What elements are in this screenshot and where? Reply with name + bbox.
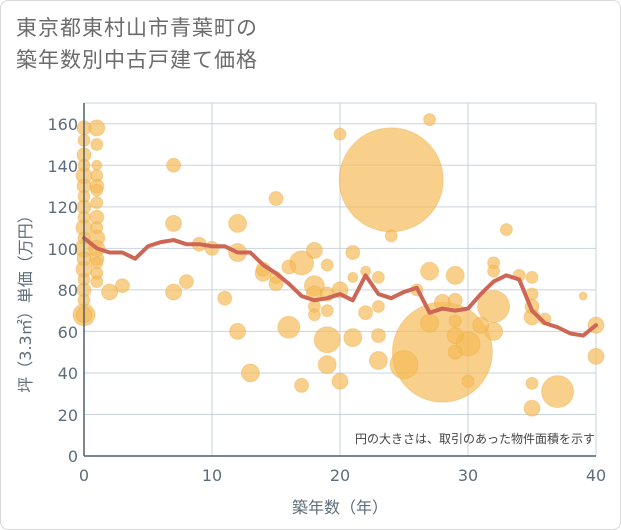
bubble-point (389, 350, 419, 380)
bubble-point (587, 347, 605, 365)
chart-title-line-2: 築年数別中古戸建て価格 (16, 48, 258, 72)
bubble-point (240, 363, 260, 383)
bubble-point (461, 374, 475, 388)
bubble-point (445, 265, 465, 285)
bubble-point (91, 159, 103, 171)
bubble-point (370, 328, 386, 344)
y-tick-label: 80 (58, 281, 78, 300)
y-tick-label: 160 (47, 115, 78, 134)
bubble-point (345, 245, 361, 261)
bubble-point (448, 314, 462, 328)
bubble-point (333, 127, 347, 141)
bubble-point (447, 292, 463, 308)
x-tick-label: 0 (79, 466, 89, 485)
y-tick-label: 100 (47, 240, 78, 259)
bubble-point (281, 259, 297, 275)
bubble-point (101, 283, 119, 301)
bubble-point (90, 169, 104, 183)
bubble-point (307, 308, 321, 322)
bubble-point (371, 299, 385, 313)
bubble-point (90, 138, 104, 152)
bubble-point (447, 344, 463, 360)
bubble-point (305, 241, 323, 259)
bubble-point (217, 290, 233, 306)
bubble-point (313, 326, 341, 354)
bubble-point (90, 275, 104, 289)
bubble-point (228, 213, 248, 233)
bubble-point (178, 274, 194, 290)
bubble-point (166, 157, 182, 173)
bubble-point (204, 240, 220, 256)
bubble-point (525, 376, 539, 390)
bubble-size-note: 円の大きさは、取引のあった物件面積を示す (355, 431, 595, 446)
bubble-point (420, 313, 440, 333)
axes (83, 103, 596, 457)
bubble-point (499, 223, 513, 237)
bubble-point (317, 355, 337, 375)
bubble-point (472, 316, 490, 334)
bubble-point (371, 270, 385, 284)
y-tick-label: 60 (58, 323, 78, 342)
x-tick-label: 10 (202, 466, 222, 485)
bubble-point (229, 322, 247, 340)
bubble-series (72, 113, 605, 417)
average-price-line (82, 235, 598, 338)
bubble-point (384, 229, 398, 243)
average-line-series (82, 235, 598, 338)
y-tick-label: 140 (47, 157, 78, 176)
bubble-point (90, 196, 104, 210)
bubble-point (420, 261, 440, 281)
bubble-point (578, 291, 588, 301)
bubble-point (487, 264, 501, 278)
chart-title-line-1: 東京都東村山市青葉町の (16, 16, 258, 40)
x-tick-label: 30 (458, 466, 478, 485)
chart-title: 東京都東村山市青葉町の 築年数別中古戸建て価格 (16, 12, 258, 76)
bubble-point (541, 375, 575, 409)
x-axis-label: 築年数（年） (292, 498, 388, 517)
x-tick-label: 40 (586, 466, 606, 485)
y-tick-label: 40 (58, 364, 78, 383)
bubble-point (320, 304, 334, 318)
bubble-point (331, 372, 349, 390)
bubble-point (165, 214, 183, 232)
bubble-point (277, 315, 301, 339)
bubble-point (446, 327, 464, 345)
bubble-point (294, 377, 310, 393)
bubble-point (338, 127, 444, 233)
y-tick-label: 20 (58, 406, 78, 425)
bubble-point (525, 270, 539, 284)
y-axis-label: 坪（3.3㎡）単価（万円） (16, 207, 35, 392)
bubble-point (90, 183, 104, 197)
bubble-point (320, 258, 334, 272)
bubble-point (165, 283, 183, 301)
bubble-point (343, 328, 363, 348)
bubble-point (347, 271, 359, 283)
x-tick-label: 20 (330, 466, 350, 485)
bubble-point (90, 221, 104, 235)
bubble-point (114, 278, 130, 294)
bubble-point (423, 113, 437, 127)
bubble-point (268, 191, 284, 207)
bubble-point (523, 399, 541, 417)
bubble-point (358, 305, 374, 321)
y-tick-label: 120 (47, 198, 78, 217)
bubble-point (368, 350, 388, 370)
y-tick-label: 0 (68, 447, 78, 466)
